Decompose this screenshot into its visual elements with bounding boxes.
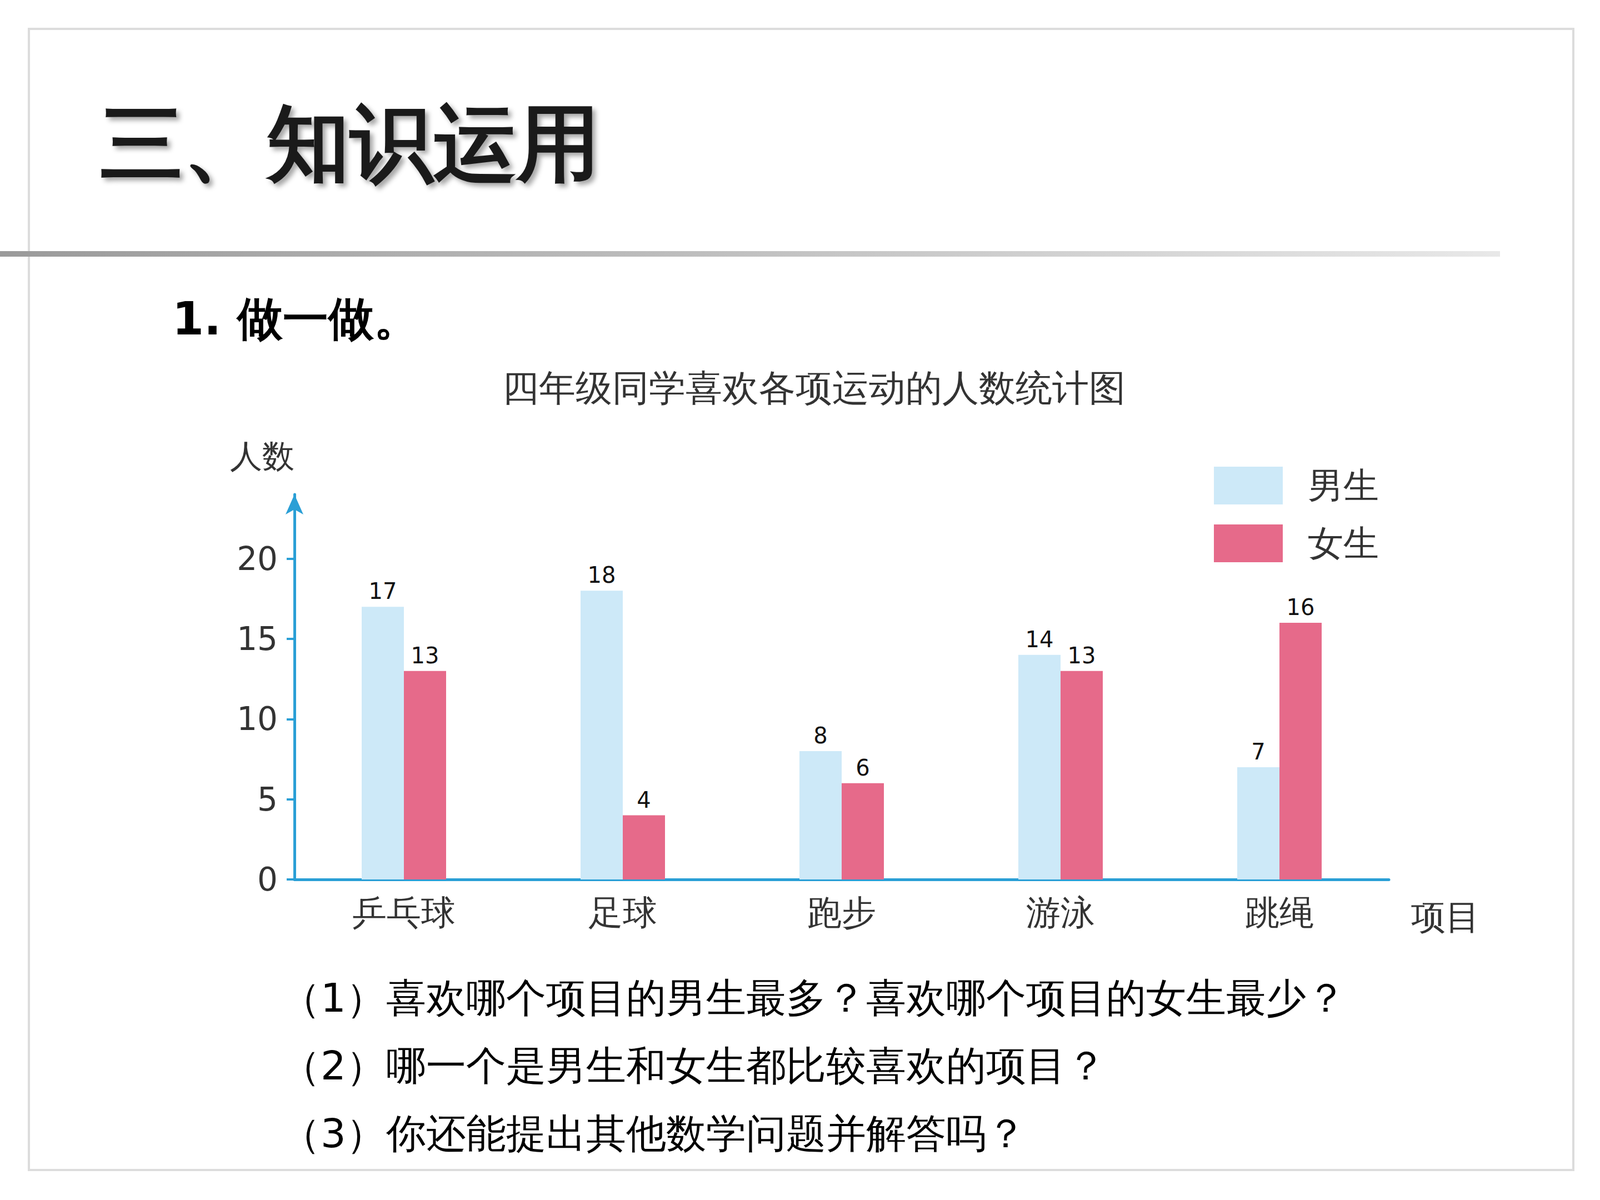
svg-text:四年级同学喜欢各项运动的人数统计图: 四年级同学喜欢各项运动的人数统计图: [502, 366, 1126, 410]
html-text:（2）哪一个是男生和女生都比较喜欢的项目？: （2）哪一个是男生和女生都比较喜欢的项目？: [280, 1042, 1106, 1089]
html-text:（3）你还能提出其他数学问题并解答吗？: （3）你还能提出其他数学问题并解答吗？: [280, 1110, 1026, 1157]
html-text:（1）喜欢哪个项目的男生最多？喜欢哪个项目的女生最少？: （1）喜欢哪个项目的男生最多？喜欢哪个项目的女生最少？: [280, 974, 1346, 1022]
svg-text:跑步: 跑步: [807, 892, 877, 933]
svg-text:乒乓球: 乒乓球: [352, 892, 456, 933]
svg-text:人数: 人数: [230, 437, 295, 475]
svg-text:15: 15: [236, 620, 278, 658]
svg-text:足球: 足球: [588, 892, 658, 933]
svg-text:16: 16: [1286, 594, 1315, 620]
svg-text:20: 20: [236, 540, 278, 578]
html-text:1. 做一做。: 1. 做一做。: [172, 292, 420, 345]
svg-text:5: 5: [257, 780, 278, 819]
svg-text:女生: 女生: [1307, 522, 1379, 564]
svg-text:10: 10: [236, 700, 278, 738]
svg-text:男生: 男生: [1307, 465, 1379, 507]
svg-text:13: 13: [411, 642, 440, 669]
html-text:三、知识运用: 三、知识运用: [100, 95, 600, 192]
svg-text:17: 17: [368, 578, 398, 604]
svg-text:4: 4: [636, 787, 651, 813]
svg-text:13: 13: [1067, 642, 1097, 669]
svg-text:18: 18: [587, 562, 617, 588]
svg-text:跳绳: 跳绳: [1245, 892, 1314, 933]
svg-text:8: 8: [813, 722, 828, 749]
svg-text:游泳: 游泳: [1026, 892, 1095, 933]
svg-text:6: 6: [855, 755, 870, 781]
svg-text:14: 14: [1025, 626, 1054, 653]
svg-text:7: 7: [1251, 738, 1265, 765]
svg-text:项目: 项目: [1411, 896, 1480, 938]
svg-text:0: 0: [257, 860, 278, 899]
